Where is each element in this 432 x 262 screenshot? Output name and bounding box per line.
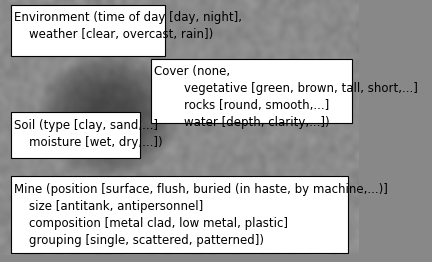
FancyBboxPatch shape [11,5,165,56]
Text: Cover (none,
        vegetative [green, brown, tall, short,...]
        rocks [r: Cover (none, vegetative [green, brown, t… [154,65,418,129]
Text: Environment (time of day [day, night],
    weather [clear, overcast, rain]): Environment (time of day [day, night], w… [14,12,242,41]
FancyBboxPatch shape [151,59,352,123]
FancyBboxPatch shape [11,176,348,253]
Text: Soil (type [clay, sand,...]
    moisture [wet, dry,...]): Soil (type [clay, sand,...] moisture [we… [14,119,163,149]
Text: Mine (position [surface, flush, buried (in haste, by machine,...)]
    size [ant: Mine (position [surface, flush, buried (… [14,183,388,247]
FancyBboxPatch shape [11,112,140,159]
